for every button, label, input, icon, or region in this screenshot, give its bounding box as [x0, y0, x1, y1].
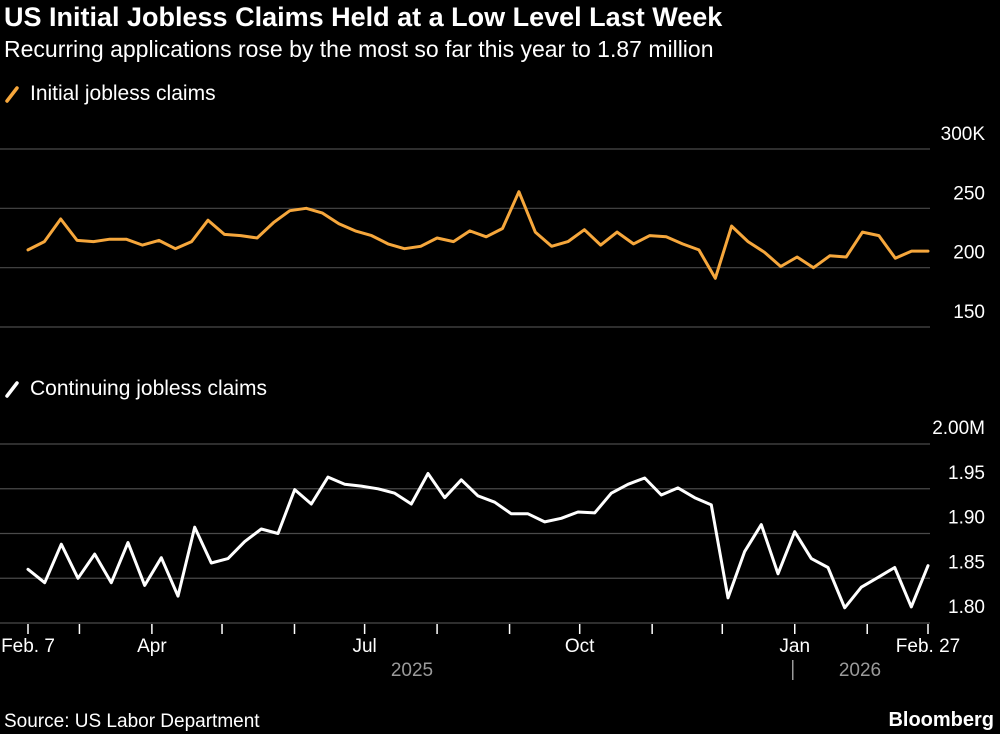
legend-label-initial: Initial jobless claims — [30, 82, 216, 105]
y-tick-label-continuing-1: 1.95 — [948, 463, 985, 484]
y-tick-label-initial-0: 300K — [941, 124, 986, 145]
y-tick-label-continuing-3: 1.85 — [948, 552, 985, 573]
x-tick-label-4: Jan — [779, 636, 810, 657]
legend-swatch-continuing — [4, 379, 20, 399]
x-tick-label-1: Apr — [137, 636, 167, 657]
x-tick-label-0: Feb. 7 — [1, 636, 55, 657]
y-tick-label-initial-3: 150 — [953, 302, 985, 323]
y-tick-label-continuing-2: 1.90 — [948, 508, 985, 529]
year-label-1: 2026 — [839, 660, 881, 681]
legend-swatch-initial — [4, 84, 20, 104]
series-line-initial — [26, 190, 930, 280]
source-note: Source: US Labor Department — [4, 711, 260, 732]
bloomberg-logo: Bloomberg — [888, 709, 994, 731]
x-tick-label-2: Jul — [352, 636, 376, 657]
legend-initial-claims: Initial jobless claims — [4, 82, 216, 106]
x-tick-label-5: Feb. 27 — [896, 636, 960, 657]
y-tick-label-initial-1: 250 — [953, 183, 985, 204]
y-tick-label-continuing-0: 2.00M — [932, 418, 985, 439]
year-label-0: 2025 — [391, 660, 433, 681]
legend-label-continuing: Continuing jobless claims — [30, 377, 267, 400]
series-line-continuing — [26, 472, 930, 610]
y-tick-label-initial-2: 200 — [953, 243, 985, 264]
y-tick-label-continuing-4: 1.80 — [948, 597, 985, 618]
legend-continuing-claims: Continuing jobless claims — [4, 377, 267, 401]
chart-subtitle: Recurring applications rose by the most … — [4, 36, 714, 62]
chart-title: US Initial Jobless Claims Held at a Low … — [4, 2, 723, 32]
x-tick-label-3: Oct — [565, 636, 595, 657]
